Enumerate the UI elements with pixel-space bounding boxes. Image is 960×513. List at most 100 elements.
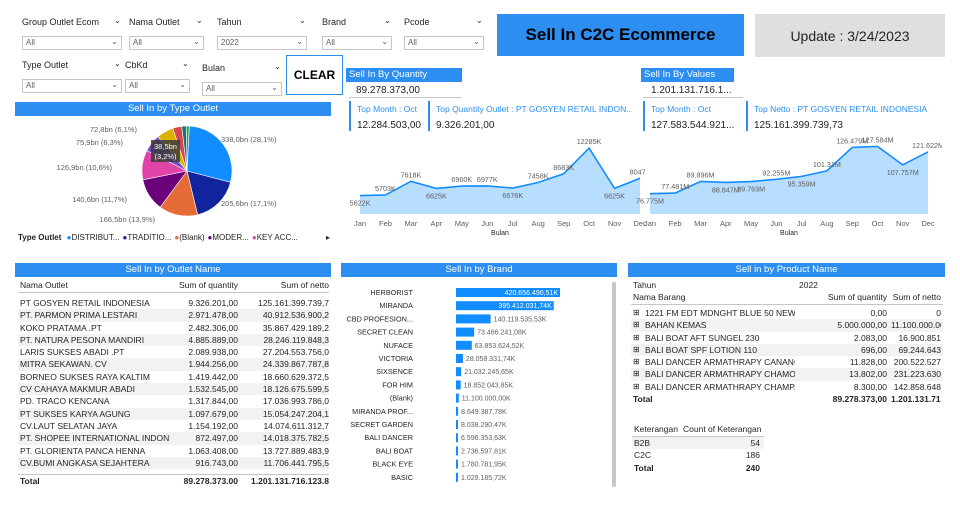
table-row[interactable]: PD. TRACO KENCANA 1.317.844,00 17.036.993.… xyxy=(18,395,329,407)
table-cell: 1221 FM EDT MDNGHT BLUE 50 NEW xyxy=(645,308,795,318)
product-table-title: Sell in by Product Name xyxy=(628,263,945,277)
table-cell: Sum of netto xyxy=(280,280,329,290)
val-total: 1.201.131.716.1... xyxy=(651,85,732,96)
legend-dot-icon: ● xyxy=(122,233,128,242)
chevron-down-icon[interactable]: ⌄ xyxy=(196,16,203,25)
bar-category-label: SECRET CLEAN xyxy=(357,328,413,337)
filter-dropdown[interactable]: All ⌄ xyxy=(22,79,122,93)
filter-dropdown[interactable]: All ⌄ xyxy=(404,36,484,50)
chevron-down-icon[interactable]: ⌄ xyxy=(476,16,483,25)
table-cell: 89.278.373,00 xyxy=(183,476,238,484)
expand-icon[interactable]: ⊞ xyxy=(633,357,640,367)
table-cell: Keterangan xyxy=(634,424,678,434)
table-cell: 1.063.408,00 xyxy=(188,445,238,456)
x-tick-label: Nov xyxy=(896,219,910,228)
bar-category-label: MIRANDA PROF... xyxy=(352,407,413,416)
table-row[interactable]: PT. NATURA PESONA MANDIRI 4.885.889,00 28.… xyxy=(18,333,329,347)
table-cell: 142.858.648 xyxy=(893,381,941,392)
table-row[interactable]: LARIS SUKSES ABADI .PT 2.089.938,00 27.204… xyxy=(18,346,329,358)
table-row[interactable]: PT. GLORIENTA PANCA HENNA 1.063.408,00 13.… xyxy=(18,445,329,457)
filter-dropdown[interactable]: All ⌄ xyxy=(202,82,282,96)
qty-title: Sell In By Quantity xyxy=(346,68,462,82)
filter-dropdown[interactable]: 2022 ⌄ xyxy=(217,36,307,50)
expand-icon[interactable]: ⊞ xyxy=(633,369,640,379)
table-row[interactable]: PT GOSYEN RETAIL INDONESIA 9.326.201,00 12… xyxy=(18,297,329,309)
expand-icon[interactable]: ⊞ xyxy=(633,332,640,342)
legend-item[interactable]: ●DISTRIBUT... xyxy=(64,233,120,242)
table-cell: C2C xyxy=(634,450,652,461)
data-label: 92.255M xyxy=(762,168,790,177)
chevron-down-icon: ⌄ xyxy=(296,37,303,46)
bar xyxy=(456,354,463,363)
table-cell: 40.912.536.900,2 xyxy=(262,310,329,321)
table-row[interactable]: ⊞ BALI DANCER ARMATHRAPY CANANGA 11.828,00… xyxy=(631,356,943,368)
clear-button[interactable]: CLEAR xyxy=(286,55,343,95)
page-title: Sell In C2C Ecommerce xyxy=(497,14,744,56)
brand-scrollbar[interactable] xyxy=(612,282,616,487)
filter-dropdown[interactable]: All ⌄ xyxy=(129,36,204,50)
qty-area-chart: 5622K 5703K 7618K 6625K 6960K 6977K 6676K 7458K… xyxy=(350,137,646,237)
expand-icon[interactable]: ⊞ xyxy=(633,344,640,354)
table-cell: 11.706.441.795,5 xyxy=(263,457,329,468)
brand-bar-chart: HERBORIST 420.656.490,51K MIRANDA 395.412.0… xyxy=(347,288,560,482)
table-cell: PT. SHOPEE INTERNATIONAL INDONESIA xyxy=(20,433,170,444)
chevron-down-icon[interactable]: ⌄ xyxy=(274,62,281,71)
table-row[interactable]: KOKO PRATAMA .PT 2.482.306,00 35.867.429.1… xyxy=(18,322,329,334)
legend-label: DISTRIBUT... xyxy=(71,233,120,242)
chevron-down-icon[interactable]: ⌄ xyxy=(114,16,121,25)
x-tick-label: Sep xyxy=(557,219,570,228)
qty-top-outlet-label: Top Quantity Outlet : PT GOSYEN RETAIL I… xyxy=(436,104,632,114)
bar xyxy=(456,380,461,390)
table-row[interactable]: ⊞ BALI DANCER ARMATHRAPY CHAMPAC 8.300,00 1… xyxy=(631,381,943,393)
legend-item[interactable]: ●(Blank) xyxy=(171,233,204,242)
table-cell: 13.802,00 xyxy=(849,369,887,380)
table-row[interactable]: CV.BUMI ANGKASA SEJAHTERA 916.743,00 11.70… xyxy=(18,456,329,470)
table-row[interactable]: ⊞ BAHAN KEMAS 5.000.000,00 11.100.000.000 xyxy=(631,319,943,332)
filter-dropdown[interactable]: All ⌄ xyxy=(322,36,392,50)
data-label: 127.584M xyxy=(861,135,893,144)
table-cell: 1.532.545,00 xyxy=(188,384,238,395)
legend-item[interactable]: ●MODER... xyxy=(205,233,249,242)
table-cell: BORNEO SUKSES RAYA KALTIM xyxy=(20,371,150,382)
table-row[interactable]: CV.LAUT SELATAN JAYA 1.154.192,00 14.074.6… xyxy=(18,420,329,432)
chevron-down-icon[interactable]: ⌄ xyxy=(182,59,189,68)
table-row[interactable]: ⊞ BALI BOAT AFT SUNGEL 230 2.083,00 16.900.… xyxy=(631,332,943,344)
filter-dropdown[interactable]: All ⌄ xyxy=(22,36,122,50)
legend-item[interactable]: ●TRADITIO... xyxy=(120,233,172,242)
table-cell: 125.161.399.739,7 xyxy=(258,298,329,308)
bar-data-label: 8.038.290,47K xyxy=(461,422,507,429)
chevron-down-icon[interactable]: ⌄ xyxy=(384,16,391,25)
table-row[interactable]: PT SUKSES KARYA AGUNG 1.097.679,00 15.054.… xyxy=(18,407,329,420)
table-cell: Total xyxy=(20,476,40,484)
bar-category-label: CBD PROFESION... xyxy=(347,314,414,323)
table-cell: PT. NATURA PESONA MANDIRI xyxy=(20,334,145,345)
table-row[interactable]: PT. PARMON PRIMA LESTARI 2.971.478,00 40.9… xyxy=(18,309,329,322)
x-axis-title: Bulan xyxy=(780,230,798,237)
table-row[interactable]: ⊞ 1221 FM EDT MDNGHT BLUE 50 NEW 0,00 0 xyxy=(631,307,943,319)
expand-icon[interactable]: ⊞ xyxy=(633,308,640,317)
bar-data-label: 73.466.241,08K xyxy=(477,330,527,337)
table-row[interactable]: CV CAHAYA MAKMUR ABADI 1.532.545,00 18.126… xyxy=(18,383,329,396)
table-cell: Total xyxy=(634,462,654,473)
table-row[interactable]: MITRA SEKAWAN. CV 1.944.256,00 24.339.867.… xyxy=(18,358,329,371)
table-row[interactable]: BORNEO SUKSES RAYA KALTIM 1.419.442,00 18.… xyxy=(18,371,329,383)
data-label: 95.359M xyxy=(788,179,816,188)
expand-icon[interactable]: ⊞ xyxy=(633,320,640,330)
filter-dropdown[interactable]: All ⌄ xyxy=(125,79,190,93)
table-cell: Count of Keterangan xyxy=(683,424,762,434)
legend-next-icon[interactable]: ▸ xyxy=(325,233,330,242)
bar-data-label: 1.780.781,95K xyxy=(461,462,507,469)
x-tick-label: Jul xyxy=(508,219,518,228)
bar xyxy=(456,288,560,297)
chevron-down-icon[interactable]: ⌄ xyxy=(114,59,121,68)
data-label: 6977K xyxy=(477,175,498,184)
chevron-down-icon[interactable]: ⌄ xyxy=(299,16,306,25)
table-total: Total 240 xyxy=(632,461,764,474)
legend-item[interactable]: ●KEY ACC... xyxy=(249,233,298,242)
table-row[interactable]: PT. SHOPEE INTERNATIONAL INDONESIA 872.49… xyxy=(18,432,329,445)
bar-data-label: 6.596.353,63K xyxy=(461,435,507,442)
table-row[interactable]: ⊞ BALI BOAT SPF LOTION 110 696,00 69.244.64… xyxy=(631,343,943,357)
table-row[interactable]: ⊞ BALI DANCER ARMATHRAPY CHAMOMI 13.802,00… xyxy=(631,368,943,381)
expand-icon[interactable]: ⊞ xyxy=(633,381,640,391)
data-label: 89.896M xyxy=(687,170,715,179)
